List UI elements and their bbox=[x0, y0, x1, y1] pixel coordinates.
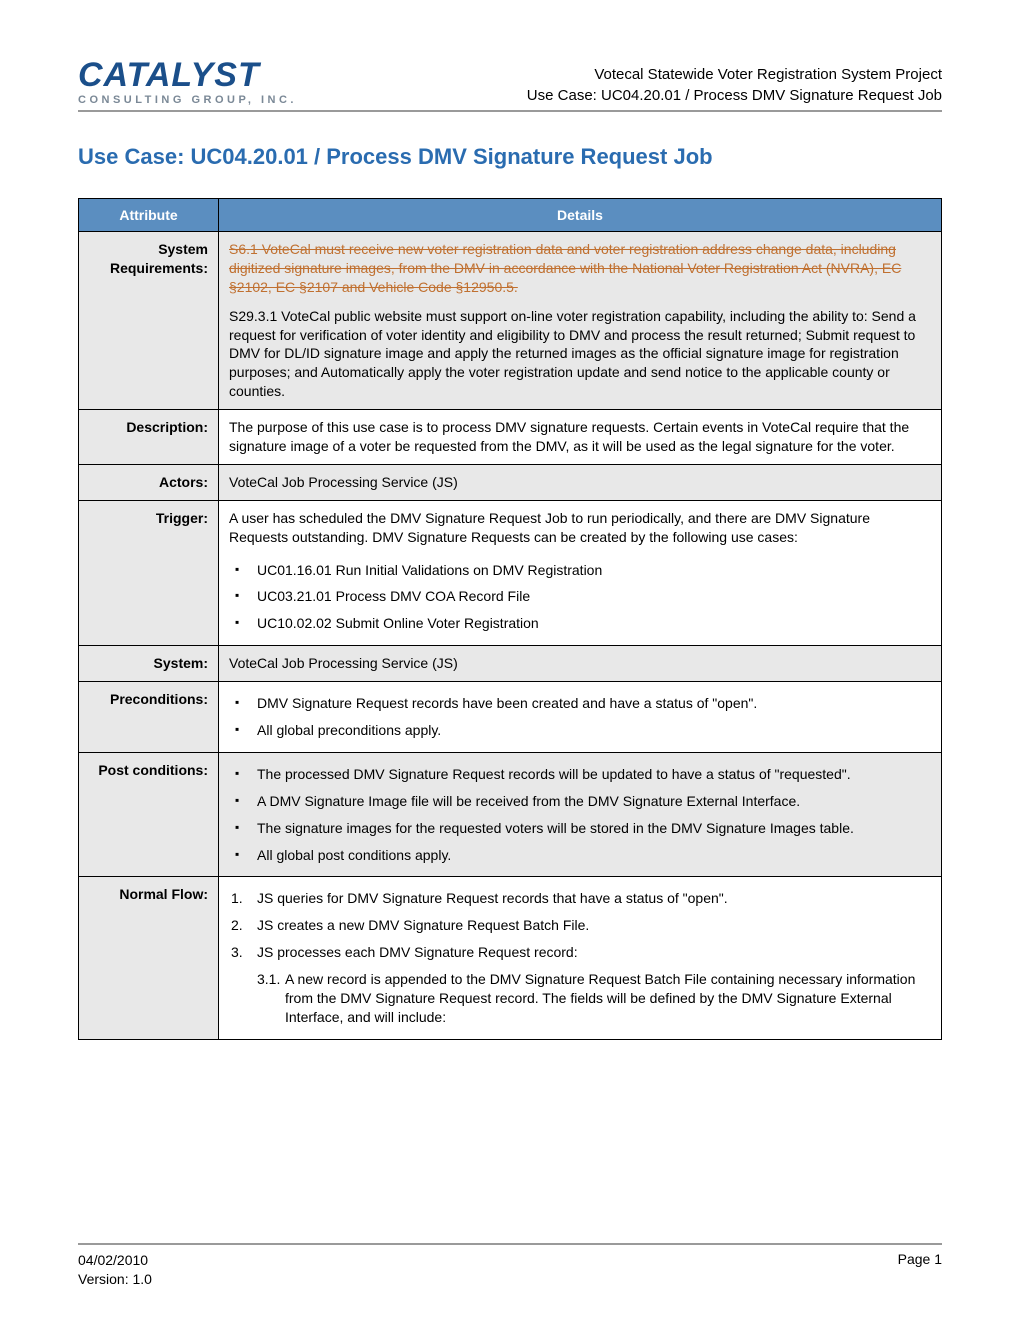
label-description: Description: bbox=[79, 410, 219, 465]
list-item: The signature images for the requested v… bbox=[229, 815, 931, 842]
label-preconditions: Preconditions: bbox=[79, 682, 219, 753]
trigger-list: UC01.16.01 Run Initial Validations on DM… bbox=[229, 557, 931, 638]
logo-main-text: CATALYST bbox=[78, 58, 297, 92]
list-item: UC01.16.01 Run Initial Validations on DM… bbox=[229, 557, 931, 584]
col-details: Details bbox=[219, 199, 942, 232]
page-title: Use Case: UC04.20.01 / Process DMV Signa… bbox=[78, 144, 942, 170]
normalflow-list: JS queries for DMV Signature Request rec… bbox=[229, 885, 931, 1030]
row-preconditions: Preconditions: DMV Signature Request rec… bbox=[79, 682, 942, 753]
list-item: DMV Signature Request records have been … bbox=[229, 690, 931, 717]
preconditions-list: DMV Signature Request records have been … bbox=[229, 690, 931, 744]
list-item: All global post conditions apply. bbox=[229, 842, 931, 869]
footer-left: 04/02/2010 Version: 1.0 bbox=[78, 1251, 152, 1290]
row-actors: Actors: VoteCal Job Processing Service (… bbox=[79, 464, 942, 500]
header-usecase: Use Case: UC04.20.01 / Process DMV Signa… bbox=[527, 85, 942, 106]
list-item: A DMV Signature Image file will be recei… bbox=[229, 788, 931, 815]
trigger-intro: A user has scheduled the DMV Signature R… bbox=[229, 509, 931, 547]
list-item: JS creates a new DMV Signature Request B… bbox=[229, 912, 931, 939]
detail-system-requirements: S6.1 VoteCal must receive new voter regi… bbox=[219, 232, 942, 410]
sub-step-num: 3.1. bbox=[257, 970, 280, 989]
list-item: The processed DMV Signature Request reco… bbox=[229, 761, 931, 788]
detail-postconditions: The processed DMV Signature Request reco… bbox=[219, 752, 942, 877]
list-item: JS queries for DMV Signature Request rec… bbox=[229, 885, 931, 912]
sub-step-text: A new record is appended to the DMV Sign… bbox=[285, 971, 915, 1025]
list-item: All global preconditions apply. bbox=[229, 717, 931, 744]
logo: CATALYST CONSULTING GROUP, INC. bbox=[78, 58, 297, 106]
label-system: System: bbox=[79, 646, 219, 682]
list-item: UC10.02.02 Submit Online Voter Registrat… bbox=[229, 610, 931, 637]
detail-actors: VoteCal Job Processing Service (JS) bbox=[219, 464, 942, 500]
detail-description: The purpose of this use case is to proce… bbox=[219, 410, 942, 465]
detail-system: VoteCal Job Processing Service (JS) bbox=[219, 646, 942, 682]
row-description: Description: The purpose of this use cas… bbox=[79, 410, 942, 465]
document-page: CATALYST CONSULTING GROUP, INC. Votecal … bbox=[0, 0, 1020, 1320]
detail-preconditions: DMV Signature Request records have been … bbox=[219, 682, 942, 753]
struck-text: S6.1 VoteCal must receive new voter regi… bbox=[229, 240, 931, 297]
label-trigger: Trigger: bbox=[79, 500, 219, 645]
header-project: Votecal Statewide Voter Registration Sys… bbox=[527, 64, 942, 85]
detail-trigger: A user has scheduled the DMV Signature R… bbox=[219, 500, 942, 645]
logo-sub-text: CONSULTING GROUP, INC. bbox=[78, 94, 297, 106]
row-system: System: VoteCal Job Processing Service (… bbox=[79, 646, 942, 682]
sub-step: 3.1. A new record is appended to the DMV… bbox=[257, 970, 931, 1027]
list-item: JS processes each DMV Signature Request … bbox=[229, 939, 931, 1031]
footer-page: Page 1 bbox=[898, 1251, 942, 1290]
header-right: Votecal Statewide Voter Registration Sys… bbox=[527, 58, 942, 106]
page-header: CATALYST CONSULTING GROUP, INC. Votecal … bbox=[78, 58, 942, 112]
label-postconditions: Post conditions: bbox=[79, 752, 219, 877]
label-actors: Actors: bbox=[79, 464, 219, 500]
row-normalflow: Normal Flow: JS queries for DMV Signatur… bbox=[79, 877, 942, 1039]
label-system-requirements: System Requirements: bbox=[79, 232, 219, 410]
row-system-requirements: System Requirements: S6.1 VoteCal must r… bbox=[79, 232, 942, 410]
step-3-text: JS processes each DMV Signature Request … bbox=[257, 944, 578, 960]
req-para2: S29.3.1 VoteCal public website must supp… bbox=[229, 307, 931, 401]
attributes-table: Attribute Details System Requirements: S… bbox=[78, 198, 942, 1040]
table-header-row: Attribute Details bbox=[79, 199, 942, 232]
postconditions-list: The processed DMV Signature Request reco… bbox=[229, 761, 931, 869]
detail-normalflow: JS queries for DMV Signature Request rec… bbox=[219, 877, 942, 1039]
list-item: UC03.21.01 Process DMV COA Record File bbox=[229, 583, 931, 610]
footer-date: 04/02/2010 bbox=[78, 1251, 152, 1271]
label-normalflow: Normal Flow: bbox=[79, 877, 219, 1039]
row-postconditions: Post conditions: The processed DMV Signa… bbox=[79, 752, 942, 877]
row-trigger: Trigger: A user has scheduled the DMV Si… bbox=[79, 500, 942, 645]
col-attribute: Attribute bbox=[79, 199, 219, 232]
footer-version: Version: 1.0 bbox=[78, 1270, 152, 1290]
page-footer: 04/02/2010 Version: 1.0 Page 1 bbox=[78, 1243, 942, 1290]
